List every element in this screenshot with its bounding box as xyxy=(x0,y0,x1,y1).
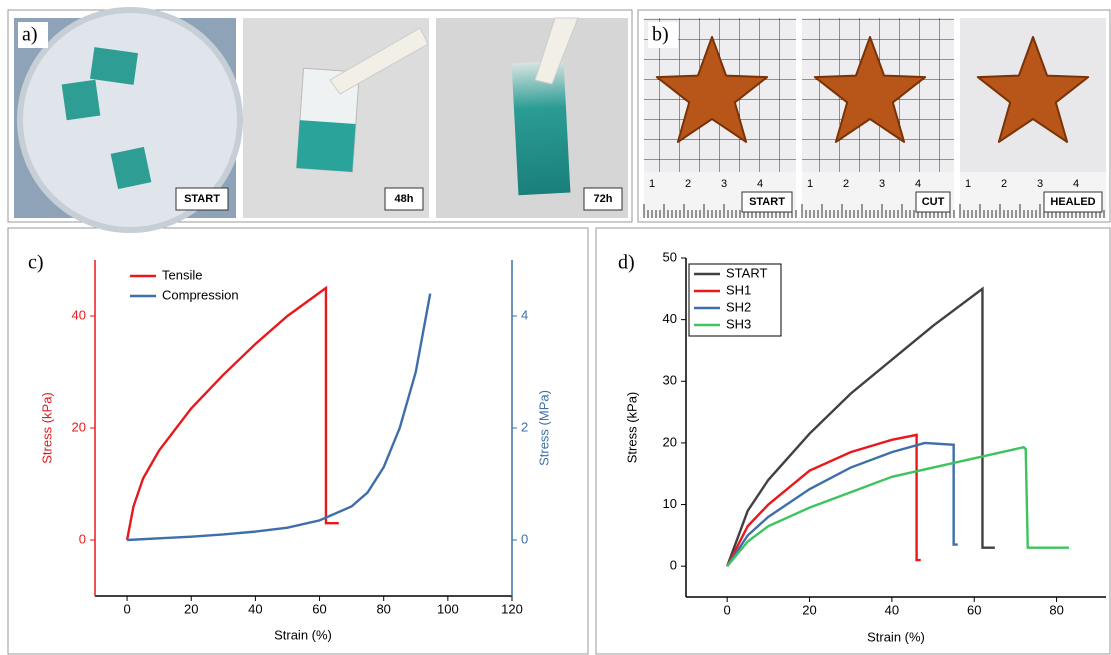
photo: 72h xyxy=(436,18,628,218)
x-tick-label: 20 xyxy=(802,602,816,617)
y2-tick-label: 2 xyxy=(521,419,528,434)
x-tick-label: 20 xyxy=(184,601,198,616)
photo: 48h xyxy=(243,18,429,218)
x-tick-label: 0 xyxy=(724,602,731,617)
series-line xyxy=(727,443,958,566)
photo-label: CUT xyxy=(922,196,945,208)
x-tick-label: 40 xyxy=(885,602,899,617)
y-tick-label: 50 xyxy=(663,249,677,264)
y-tick-label: 40 xyxy=(663,311,677,326)
y-tick-label: 40 xyxy=(72,307,86,322)
x-tick-label: 80 xyxy=(1049,602,1063,617)
legend-label: SH2 xyxy=(726,299,751,314)
ruler-number: 4 xyxy=(1073,178,1079,190)
y-tick-label: 20 xyxy=(72,419,86,434)
x-tick-label: 40 xyxy=(248,601,262,616)
ruler-number: 1 xyxy=(807,178,813,190)
series-line xyxy=(127,288,339,540)
series-line xyxy=(727,447,1069,566)
y2-tick-label: 4 xyxy=(521,307,528,322)
ruler-number: 1 xyxy=(965,178,971,190)
x-axis-label: Strain (%) xyxy=(274,627,332,642)
y-axis-label: Stress (kPa) xyxy=(39,392,54,464)
ruler-number: 2 xyxy=(843,178,849,190)
x-axis-label: Strain (%) xyxy=(867,629,925,644)
photo-label: 72h xyxy=(594,193,613,205)
x-tick-label: 80 xyxy=(376,601,390,616)
x-tick-label: 100 xyxy=(437,601,459,616)
x-tick-label: 120 xyxy=(501,601,523,616)
panel-tag: b) xyxy=(652,24,669,46)
ruler-number: 3 xyxy=(721,178,727,190)
y-tick-label: 30 xyxy=(663,373,677,388)
photo: 1 2 3 4 HEALED xyxy=(960,18,1106,218)
ruler-number: 3 xyxy=(1037,178,1043,190)
photo-label: 48h xyxy=(395,193,414,205)
legend-label: SH3 xyxy=(726,316,751,331)
legend-label: START xyxy=(726,265,767,280)
photo-label: START xyxy=(184,193,220,205)
series-line xyxy=(127,294,430,540)
y-tick-label: 20 xyxy=(663,434,677,449)
panel-tag: d) xyxy=(618,252,635,274)
y-tick-label: 0 xyxy=(670,558,677,573)
ruler-number: 4 xyxy=(757,178,763,190)
x-tick-label: 60 xyxy=(312,601,326,616)
ruler-number: 4 xyxy=(915,178,921,190)
y-tick-label: 0 xyxy=(79,531,86,546)
photo-label: START xyxy=(749,196,785,208)
panel-tag: a) xyxy=(22,24,38,46)
series-line xyxy=(727,435,921,566)
ruler-number: 1 xyxy=(649,178,655,190)
y2-axis-label: Stress (MPa) xyxy=(536,390,551,466)
legend-label: Tensile xyxy=(162,267,202,282)
panel-tag: c) xyxy=(28,252,44,274)
photo-label: HEALED xyxy=(1050,196,1095,208)
figure: START 48h 72h a) 1234START1234CUT1234HEA… xyxy=(0,0,1111,655)
y2-tick-label: 0 xyxy=(521,531,528,546)
x-tick-label: 60 xyxy=(967,602,981,617)
ruler-number: 3 xyxy=(879,178,885,190)
legend-label: SH1 xyxy=(726,282,751,297)
legend-label: Compression xyxy=(162,287,239,302)
y-tick-label: 10 xyxy=(663,496,677,511)
ruler-number: 2 xyxy=(1001,178,1007,190)
ruler-number: 2 xyxy=(685,178,691,190)
y-axis-label: Stress (kPa) xyxy=(624,392,639,464)
x-tick-label: 0 xyxy=(123,601,130,616)
